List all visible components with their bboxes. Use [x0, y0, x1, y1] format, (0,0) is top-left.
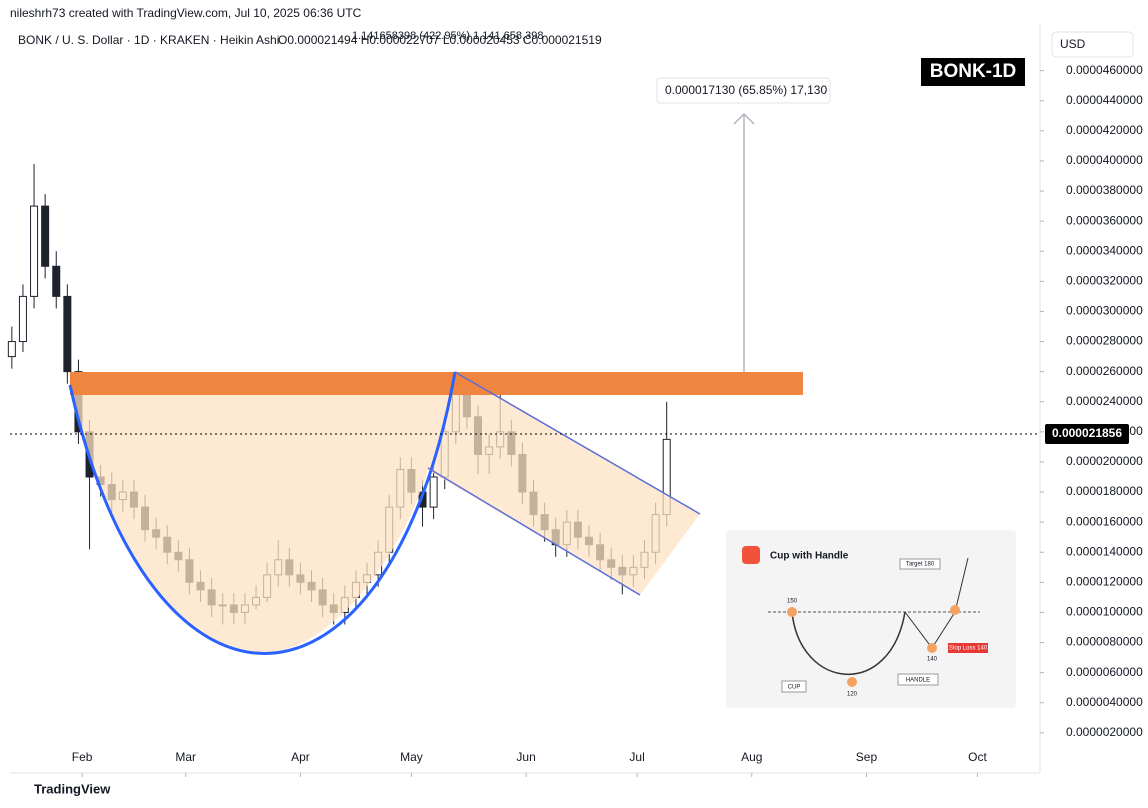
- channel-bottom: [427, 467, 641, 596]
- pattern-fill: [72, 372, 700, 652]
- y-tick-label: 0.0000140000: [1066, 544, 1143, 558]
- y-tick-label: 0.0000200000: [1066, 454, 1143, 468]
- x-tick-label: May: [400, 750, 423, 764]
- y-tick-label: 0.0000300000: [1066, 304, 1143, 318]
- inset-dot: [787, 607, 797, 617]
- candle-body: [52, 265, 61, 297]
- currency: USD: [1060, 37, 1086, 51]
- inset-cup: [791, 611, 906, 676]
- x-tick-label: Jul: [629, 750, 644, 764]
- inset-bottom: 120: [847, 692, 858, 698]
- y-tick-label: 0.0000060000: [1066, 665, 1143, 679]
- y-tick-label: 0.0000400000: [1066, 153, 1143, 167]
- candle-body: [429, 476, 438, 508]
- candle-body: [7, 341, 16, 358]
- inset-dot: [927, 643, 937, 653]
- badge-box: [921, 58, 1025, 86]
- inset-stop: Stop Loss 140: [949, 646, 988, 652]
- badge: BONK-1D: [930, 61, 1017, 82]
- y-tick-label: 0.0000320000: [1066, 274, 1143, 288]
- y-tick-label: 0.0000380000: [1066, 183, 1143, 197]
- y-tick-label: 0.0000460000: [1066, 63, 1143, 77]
- y-tick-label: 0.0000340000: [1066, 243, 1143, 257]
- x-tick-label: Sep: [856, 750, 878, 764]
- candle-body: [30, 205, 39, 297]
- x-tick-label: Oct: [968, 750, 987, 764]
- inset-dot: [847, 677, 857, 687]
- target-label: 0.000017130 (65.85%) 17,130: [665, 83, 827, 97]
- last-price-box: [1045, 424, 1129, 445]
- y-tick-label: 0.0000020000: [1066, 725, 1143, 739]
- inset-cup-box: [781, 680, 807, 693]
- x-tick-label: Jun: [516, 750, 535, 764]
- inset-path: [904, 557, 969, 649]
- y-tick-label: 0.0000080000: [1066, 635, 1143, 649]
- y-tick-label: 0.0000260000: [1066, 364, 1143, 378]
- resistance-zone: [70, 372, 803, 395]
- x-tick-label: Apr: [291, 750, 310, 764]
- y-tick-label: 0.0000420000: [1066, 123, 1143, 137]
- inset-title: Cup with Handle: [770, 551, 849, 562]
- inset-icon: [742, 546, 760, 564]
- inset-dot: [950, 605, 960, 615]
- y-tick-label: 0.0000160000: [1066, 514, 1143, 528]
- candle-body: [41, 205, 50, 267]
- ohlc: O0.000021494 H0.000022707 L0.000020453 C…: [278, 33, 602, 47]
- currency-box[interactable]: [1051, 31, 1134, 58]
- overlap-note: 1.141658398 (422.95%) 1,141,658,398: [352, 30, 543, 42]
- y-tick-label: 0.0000040000: [1066, 695, 1143, 709]
- inset-stop-box: [948, 643, 988, 653]
- footer-logo: TradingView: [34, 781, 111, 796]
- x-tick-label: Mar: [175, 750, 196, 764]
- y-tick-label: 0.0000180000: [1066, 484, 1143, 498]
- cup-curve: [68, 371, 457, 655]
- inset-handle-box: [897, 673, 939, 686]
- inset-target: Target 180: [906, 562, 935, 568]
- last-price-label: 0.000021856: [1052, 426, 1122, 440]
- target-box: [656, 77, 831, 104]
- y-tick-label: 0.0000240000: [1066, 394, 1143, 408]
- inset-rim: 150: [787, 599, 798, 605]
- y-tick-label: 0.0000440000: [1066, 93, 1143, 107]
- candle-body: [18, 295, 27, 343]
- y-tick-label: 0.0000360000: [1066, 213, 1143, 227]
- inset: [726, 530, 1016, 708]
- x-tick-label: Feb: [72, 750, 93, 764]
- channel-top: [454, 371, 701, 515]
- y-tick-label: 0.0000100000: [1066, 605, 1143, 619]
- inset-handle-low: 140: [927, 657, 938, 663]
- symbol: BONK / U. S. Dollar · 1D · KRAKEN · Heik…: [18, 33, 279, 47]
- inset-handle-label: HANDLE: [906, 678, 930, 684]
- x-tick-label: Aug: [741, 750, 762, 764]
- inset-target-box: [899, 558, 941, 570]
- inset-box: [726, 530, 1016, 708]
- y-tick-label: 0.0000120000: [1066, 575, 1143, 589]
- inset-cup-label: CUP: [788, 685, 801, 691]
- arrow-head: [733, 112, 755, 125]
- pattern-drawing: [68, 112, 803, 655]
- candle-body: [63, 295, 72, 373]
- credit: nileshrh73 created with TradingView.com,…: [10, 6, 362, 20]
- y-tick-label: 0.0000280000: [1066, 334, 1143, 348]
